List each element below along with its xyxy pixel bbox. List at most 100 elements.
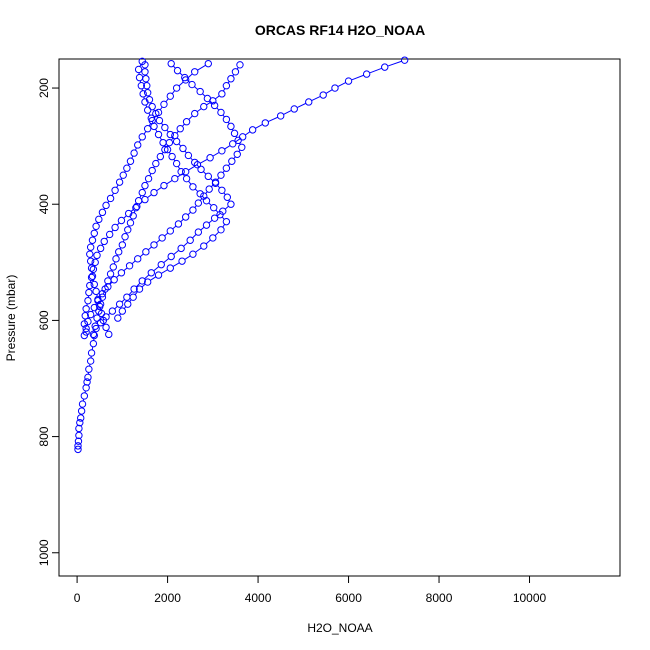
data-point [85, 288, 93, 297]
data-point [158, 234, 166, 242]
data-point [141, 68, 149, 76]
series-segment [121, 299, 125, 303]
data-point [90, 280, 98, 289]
data-point [166, 264, 174, 272]
data-point [161, 145, 169, 154]
x-tick-label: 2000 [154, 591, 181, 605]
data-point [290, 105, 298, 113]
data-point [218, 186, 226, 194]
data-point [86, 250, 94, 258]
data-point [219, 207, 227, 215]
series-segment [183, 242, 189, 247]
data-point [141, 61, 149, 69]
series-segment [164, 232, 169, 237]
series-1 [74, 61, 244, 454]
data-point [174, 220, 183, 228]
series-segment [172, 262, 180, 267]
x-tick-label: 0 [74, 591, 81, 605]
data-point [305, 98, 313, 106]
data-point [92, 287, 100, 296]
data-point [81, 312, 89, 320]
data-point [141, 195, 149, 204]
data-point [230, 129, 239, 138]
y-tick-label: 200 [37, 78, 51, 98]
y-axis-label: Pressure (mbar) [4, 275, 18, 362]
data-point [200, 242, 208, 250]
data-point [134, 141, 142, 149]
y-axis: 200 400 600 800 1000 [37, 78, 60, 566]
series-segment [159, 106, 163, 111]
data-point [152, 159, 160, 168]
data-point [96, 244, 105, 253]
data-point [344, 77, 353, 85]
x-tick-label: 6000 [335, 591, 362, 605]
series-segment [109, 281, 113, 285]
data-point [172, 159, 181, 168]
data-point [233, 150, 241, 158]
data-point [168, 152, 176, 161]
series-segment [161, 269, 168, 274]
series-segment [91, 346, 94, 350]
data-point [121, 233, 129, 241]
data-point [92, 324, 100, 333]
data-point [167, 59, 175, 68]
data-point [90, 331, 98, 340]
series-segment [212, 151, 220, 157]
data-point [202, 221, 211, 229]
data-point [188, 80, 196, 89]
series-segment [123, 267, 128, 272]
data-point [222, 115, 231, 124]
data-point [132, 204, 140, 212]
data-point [160, 100, 168, 109]
data-point [130, 285, 138, 293]
data-point [77, 414, 85, 422]
data-point [218, 90, 226, 98]
data-point [222, 164, 231, 172]
data-point [86, 243, 95, 251]
series-segment [173, 250, 179, 255]
series-segment [187, 73, 193, 79]
series-segment [222, 224, 226, 228]
data-point [210, 214, 219, 222]
data-point [117, 216, 126, 225]
data-point [211, 179, 220, 188]
data-point [210, 204, 218, 212]
data-point [163, 145, 172, 154]
data-point [166, 227, 174, 235]
data-point [206, 154, 214, 162]
data-point [248, 126, 257, 134]
data-point [196, 190, 204, 198]
series-segment [182, 123, 185, 127]
data-point [210, 101, 219, 110]
x-tick-label: 4000 [245, 591, 272, 605]
data-point [124, 226, 132, 234]
data-point [186, 236, 194, 244]
series-segment [171, 90, 176, 94]
series-segment [194, 86, 199, 90]
data-point [84, 373, 92, 382]
data-point [138, 188, 146, 197]
data-point [97, 309, 106, 318]
data-point [143, 125, 152, 133]
data-point [112, 255, 120, 263]
data-point [110, 276, 118, 284]
series-segment [150, 276, 157, 281]
data-point [203, 94, 212, 103]
series-segment [216, 107, 220, 111]
data-point [142, 75, 150, 83]
data-point [115, 300, 124, 308]
series-segment [186, 79, 191, 83]
data-point [115, 178, 124, 186]
data-point [134, 65, 143, 74]
data-point [234, 136, 242, 145]
data-point [117, 269, 126, 277]
series-segment [195, 247, 202, 253]
data-point [200, 102, 208, 111]
data-point [87, 264, 96, 272]
data-point [261, 119, 270, 127]
series-segment [153, 266, 160, 272]
series-segment [156, 187, 162, 192]
data-point [196, 87, 204, 96]
data-point [143, 106, 152, 114]
series-segment [210, 178, 214, 182]
